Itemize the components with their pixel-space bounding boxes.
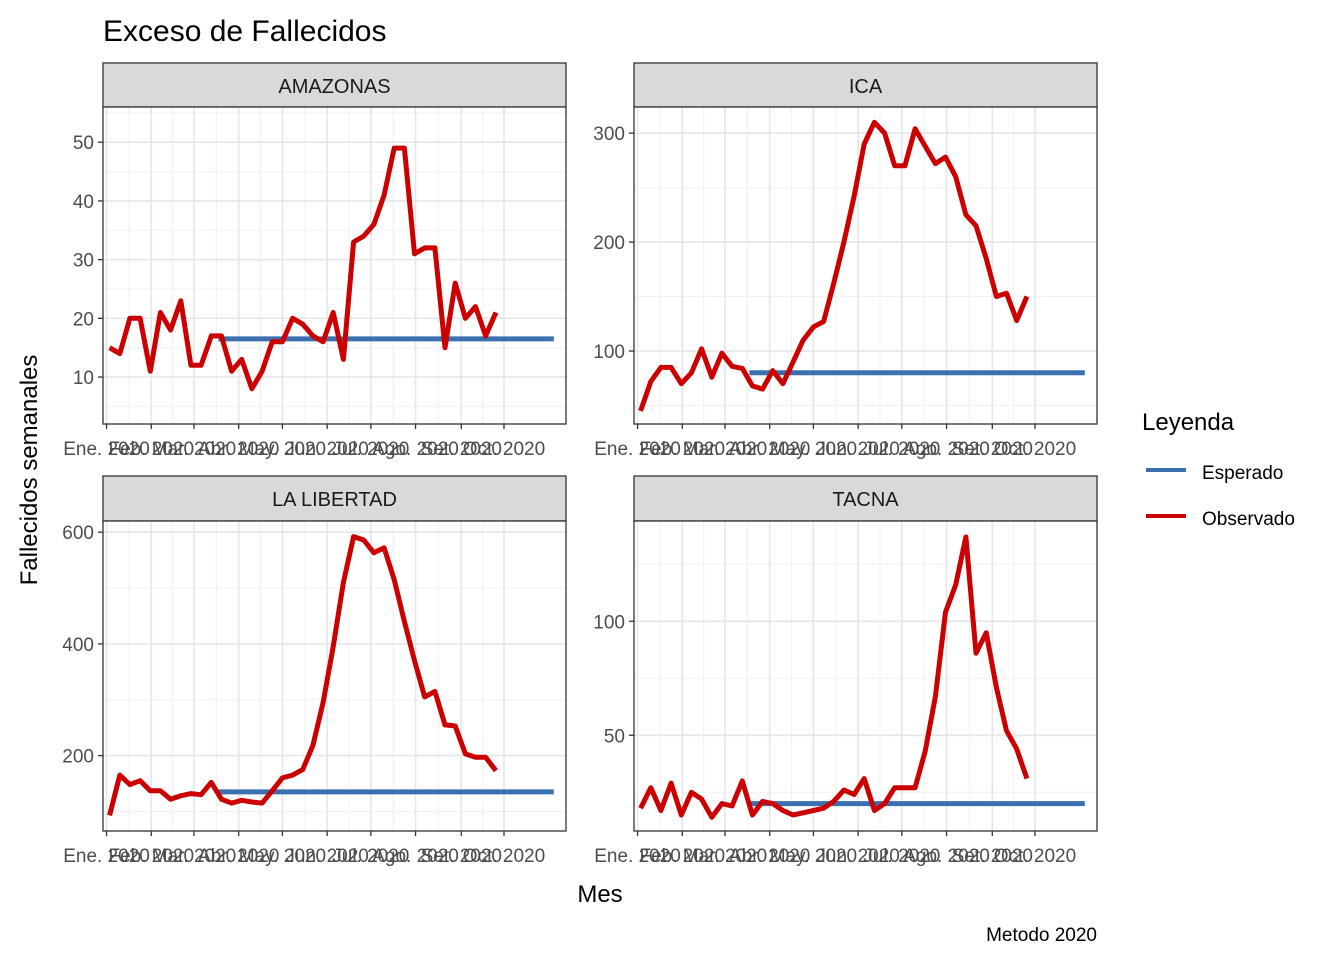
x-tick-label: Ene. 2020	[63, 846, 150, 867]
x-tick-label: Set. 2020	[421, 439, 502, 460]
x-tick-label: May. 2020	[770, 439, 857, 460]
y-tick-label: 10	[73, 368, 94, 389]
x-tick-label: Jul. 2020	[332, 439, 409, 460]
x-tick-label: Abr. 2020	[729, 439, 810, 460]
x-tick-label: Jul. 2020	[863, 439, 940, 460]
x-tick-label: Feb. 2020	[108, 846, 194, 867]
y-axis-title: Fallecidos semanales	[16, 355, 43, 586]
y-tick-label: 200	[62, 747, 94, 768]
y-tick-label: 40	[73, 192, 94, 213]
y-tick-label: 20	[73, 309, 94, 330]
legend-title: Leyenda	[1142, 409, 1235, 436]
y-tick-label: 50	[604, 726, 625, 747]
x-tick-label: Set. 2020	[952, 439, 1033, 460]
x-tick-label: Mar. 2020	[683, 439, 768, 460]
x-tick-label: Abr. 2020	[198, 439, 279, 460]
x-tick-label: Oct. 2020	[463, 439, 545, 460]
x-tick-label: Abr. 2020	[198, 846, 279, 867]
panel-border	[102, 520, 567, 832]
x-tick-label: Oct. 2020	[994, 439, 1076, 460]
strip-tacna	[633, 475, 1098, 522]
panel-border	[633, 106, 1098, 425]
series-observado-line	[638, 119, 1030, 412]
y-tick-label: 400	[62, 635, 94, 656]
panel-border	[102, 106, 567, 425]
y-tick-label: 200	[593, 233, 625, 254]
x-tick-label: Jun. 2020	[285, 439, 368, 460]
x-tick-label: May. 2020	[239, 439, 326, 460]
panel-background	[103, 107, 566, 424]
x-tick-label: Jun. 2020	[816, 846, 899, 867]
x-tick-label: May. 2020	[239, 846, 326, 867]
y-tick-label: 50	[73, 133, 94, 154]
x-tick-label: Ene. 2020	[63, 439, 150, 460]
x-tick-label: May. 2020	[770, 846, 857, 867]
y-tick-label: 30	[73, 251, 94, 272]
x-tick-label: Jul. 2020	[332, 846, 409, 867]
x-tick-label: Jun. 2020	[816, 439, 899, 460]
x-tick-label: Feb. 2020	[639, 846, 725, 867]
panel-background	[103, 521, 566, 831]
strip-ica	[633, 62, 1098, 108]
strip-amazonas	[102, 62, 567, 108]
strip-label-tacna: TACNA	[832, 489, 899, 511]
strip-label-la-libertad: LA LIBERTAD	[272, 489, 397, 511]
y-tick-label: 300	[593, 124, 625, 145]
chart-caption: Metodo 2020	[986, 925, 1097, 946]
panel-border	[633, 520, 1098, 832]
x-tick-label: Mar. 2020	[152, 846, 237, 867]
series-observado-line	[108, 145, 499, 392]
x-tick-label: Ago. 2020	[372, 439, 459, 460]
x-tick-label: Oct. 2020	[463, 846, 545, 867]
strip-label-ica: ICA	[849, 76, 883, 98]
x-tick-label: Set. 2020	[421, 846, 502, 867]
x-tick-label: Feb. 2020	[639, 439, 725, 460]
legend-label-observado: Observado	[1202, 509, 1295, 530]
chart-title: Exceso de Fallecidos	[103, 15, 386, 48]
x-tick-label: Jul. 2020	[863, 846, 940, 867]
x-tick-label: Mar. 2020	[152, 439, 237, 460]
legend: Leyenda Esperado Observado	[1142, 409, 1295, 530]
x-tick-label: Jun. 2020	[285, 846, 368, 867]
series-observado-line	[107, 534, 498, 817]
strip-label-amazonas: AMAZONAS	[278, 76, 390, 98]
x-axis-title: Mes	[577, 881, 622, 908]
x-tick-label: Abr. 2020	[729, 846, 810, 867]
x-tick-label: Set. 2020	[952, 846, 1033, 867]
x-tick-label: Oct. 2020	[994, 846, 1076, 867]
x-tick-label: Ene. 2020	[594, 846, 681, 867]
x-tick-label: Mar. 2020	[683, 846, 768, 867]
series-observado-line	[638, 534, 1030, 820]
legend-label-esperado: Esperado	[1202, 463, 1283, 484]
x-tick-label: Ene. 2020	[594, 439, 681, 460]
x-tick-label: Ago. 2020	[903, 439, 990, 460]
x-tick-label: Feb. 2020	[108, 439, 194, 460]
x-tick-label: Ago. 2020	[903, 846, 990, 867]
y-tick-label: 100	[593, 342, 625, 363]
x-tick-label: Ago. 2020	[372, 846, 459, 867]
y-tick-label: 600	[62, 523, 94, 544]
y-tick-label: 100	[593, 612, 625, 633]
